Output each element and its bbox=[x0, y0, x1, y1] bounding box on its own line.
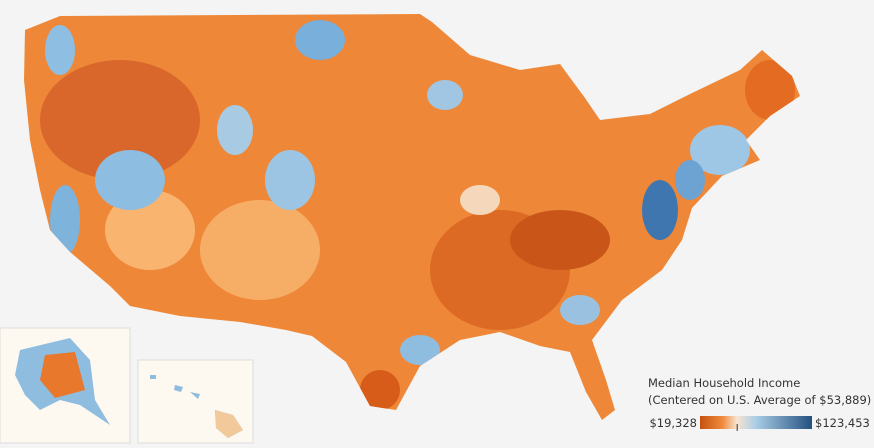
alaska-region bbox=[40, 352, 85, 398]
legend-min-label: $19,328 bbox=[649, 416, 697, 430]
legend-gradient bbox=[700, 416, 812, 429]
legend: Median Household Income (Centered on U.S… bbox=[648, 376, 871, 431]
legend-subtitle: (Centered on U.S. Average of $53,889) bbox=[648, 393, 871, 407]
hawaii-island bbox=[215, 410, 243, 438]
legend-max-label: $123,453 bbox=[815, 416, 870, 430]
legend-title: Median Household Income bbox=[648, 376, 800, 390]
